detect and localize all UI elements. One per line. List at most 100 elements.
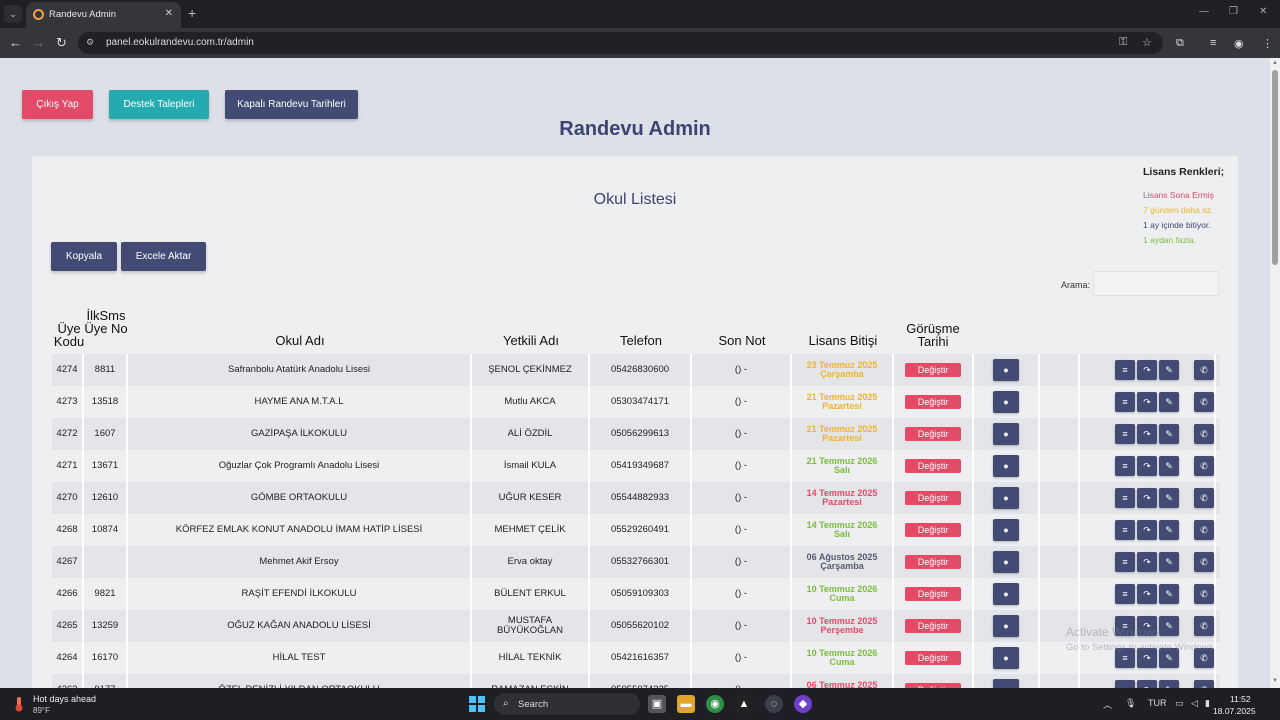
redirect-icon[interactable]: ↷ (1137, 424, 1157, 444)
support-requests-button[interactable]: Destek Talepleri (109, 90, 209, 119)
info-icon[interactable]: ● (993, 615, 1019, 637)
file-explorer-icon[interactable]: ▬ (677, 695, 695, 713)
edit-icon[interactable]: ✎ (1159, 488, 1179, 508)
phone-icon[interactable]: ✆ (1194, 680, 1214, 688)
header-okul-adi[interactable]: Okul Adı (275, 333, 325, 348)
profile-avatar-icon[interactable]: ◉ (1234, 38, 1244, 50)
info-icon[interactable]: ● (993, 391, 1019, 413)
scroll-up-icon[interactable]: ▲ (1272, 60, 1278, 66)
weather-temp[interactable]: 89°F (33, 706, 50, 715)
edit-icon[interactable]: ✎ (1159, 648, 1179, 668)
edit-icon[interactable]: ✎ (1159, 392, 1179, 412)
info-icon[interactable]: ● (993, 583, 1019, 605)
list-icon[interactable]: ≡ (1115, 616, 1135, 636)
forward-icon[interactable]: → (32, 35, 45, 50)
degistir-button[interactable]: Değiştir (905, 395, 961, 409)
list-icon[interactable]: ≡ (1115, 648, 1135, 668)
phone-icon[interactable]: ✆ (1194, 424, 1214, 444)
header-uye-kodu[interactable]: Üye Kodu (53, 321, 85, 349)
taskbar-time[interactable]: 11:52 (1230, 694, 1251, 704)
tab-close-icon[interactable]: ✕ (164, 8, 173, 19)
phone-icon[interactable]: ✆ (1194, 392, 1214, 412)
redirect-icon[interactable]: ↷ (1137, 648, 1157, 668)
extensions-icon[interactable]: ⧉ (1176, 37, 1184, 49)
edit-icon[interactable]: ✎ (1159, 680, 1179, 688)
back-icon[interactable]: ← (9, 35, 22, 50)
degistir-button[interactable]: Değiştir (905, 427, 961, 441)
password-key-icon[interactable]: ⚿ (1119, 36, 1128, 48)
header-lisans-bitisi[interactable]: Lisans Bitişi (808, 333, 878, 348)
phone-icon[interactable]: ✆ (1194, 488, 1214, 508)
degistir-button[interactable]: Değiştir (905, 619, 961, 633)
github-desktop-icon[interactable]: ◆ (794, 695, 812, 713)
address-bar[interactable]: ⚙ panel.eokulrandevu.com.tr/admin ⚿ ☆ (78, 32, 1163, 54)
edit-icon[interactable]: ✎ (1159, 616, 1179, 636)
new-tab-icon[interactable]: + (188, 5, 197, 21)
edit-icon[interactable]: ✎ (1159, 584, 1179, 604)
info-icon[interactable]: ● (993, 679, 1019, 688)
degistir-button[interactable]: Değiştir (905, 587, 961, 601)
phone-icon[interactable]: ✆ (1194, 552, 1214, 572)
browser-tab[interactable]: Randevu Admin ✕ (26, 2, 181, 28)
info-icon[interactable]: ● (993, 487, 1019, 509)
reload-icon[interactable]: ↻ (56, 35, 67, 50)
reading-list-icon[interactable]: ≡ (1210, 37, 1217, 49)
info-icon[interactable]: ● (993, 551, 1019, 573)
list-icon[interactable]: ≡ (1115, 552, 1135, 572)
edit-icon[interactable]: ✎ (1159, 360, 1179, 380)
battery-icon[interactable]: ▮ (1205, 698, 1210, 708)
header-ilksms[interactable]: İlkSms Üye No (84, 308, 128, 336)
browser-menu-icon[interactable]: ⋮ (1262, 38, 1273, 50)
redirect-icon[interactable]: ↷ (1137, 456, 1157, 476)
phone-icon[interactable]: ✆ (1194, 648, 1214, 668)
redirect-icon[interactable]: ↷ (1137, 360, 1157, 380)
list-icon[interactable]: ≡ (1115, 584, 1135, 604)
excel-export-button[interactable]: Excele Aktar (121, 242, 206, 271)
redirect-icon[interactable]: ↷ (1137, 392, 1157, 412)
app-icon[interactable]: ◌ (765, 695, 783, 713)
list-icon[interactable]: ≡ (1115, 456, 1135, 476)
info-icon[interactable]: ● (993, 647, 1019, 669)
header-yetkili-adi[interactable]: Yetkili Adı (503, 333, 559, 348)
list-icon[interactable]: ≡ (1115, 520, 1135, 540)
restore-icon[interactable]: ❐ (1229, 6, 1238, 17)
phone-icon[interactable]: ✆ (1194, 584, 1214, 604)
list-icon[interactable]: ≡ (1115, 488, 1135, 508)
network-icon[interactable]: ▭ (1175, 698, 1184, 708)
site-info-icon[interactable]: ⚙ (86, 37, 95, 47)
degistir-button[interactable]: Değiştir (905, 651, 961, 665)
closed-dates-button[interactable]: Kapalı Randevu Tarihleri (225, 90, 358, 119)
taskbar-search[interactable]: ⌕ Search (494, 693, 640, 715)
list-icon[interactable]: ≡ (1115, 680, 1135, 688)
edit-icon[interactable]: ✎ (1159, 520, 1179, 540)
redirect-icon[interactable]: ↷ (1137, 488, 1157, 508)
redirect-icon[interactable]: ↷ (1137, 552, 1157, 572)
edit-icon[interactable]: ✎ (1159, 424, 1179, 444)
edit-icon[interactable]: ✎ (1159, 552, 1179, 572)
terminal-app-icon[interactable]: ▲ (735, 695, 753, 713)
redirect-icon[interactable]: ↷ (1137, 584, 1157, 604)
search-input[interactable] (1093, 271, 1219, 296)
phone-icon[interactable]: ✆ (1194, 456, 1214, 476)
degistir-button[interactable]: Değiştir (905, 363, 961, 377)
edit-icon[interactable]: ✎ (1159, 456, 1179, 476)
taskbar-date[interactable]: 18.07.2025 (1213, 706, 1256, 716)
windows-start-icon[interactable] (469, 696, 485, 712)
weather-text[interactable]: Hot days ahead (33, 694, 97, 704)
phone-icon[interactable]: ✆ (1194, 360, 1214, 380)
degistir-button[interactable]: Değiştir (905, 555, 961, 569)
copy-button[interactable]: Kopyala (51, 242, 117, 271)
scroll-down-icon[interactable]: ▼ (1272, 678, 1278, 684)
redirect-icon[interactable]: ↷ (1137, 616, 1157, 636)
header-telefon[interactable]: Telefon (620, 333, 662, 348)
header-son-not[interactable]: Son Not (718, 333, 766, 348)
page-scrollbar[interactable]: ▲ ▼ (1270, 58, 1280, 688)
header-gorusme-tarihi[interactable]: Görüşme Tarihi (906, 321, 960, 349)
list-icon[interactable]: ≡ (1115, 424, 1135, 444)
tab-search-icon[interactable]: ⌄ (4, 5, 22, 23)
list-icon[interactable]: ≡ (1115, 360, 1135, 380)
task-view-icon[interactable]: ▣ (648, 695, 666, 713)
degistir-button[interactable]: Değiştir (905, 683, 961, 688)
logout-button[interactable]: Çıkış Yap (22, 90, 93, 119)
redirect-icon[interactable]: ↷ (1137, 520, 1157, 540)
